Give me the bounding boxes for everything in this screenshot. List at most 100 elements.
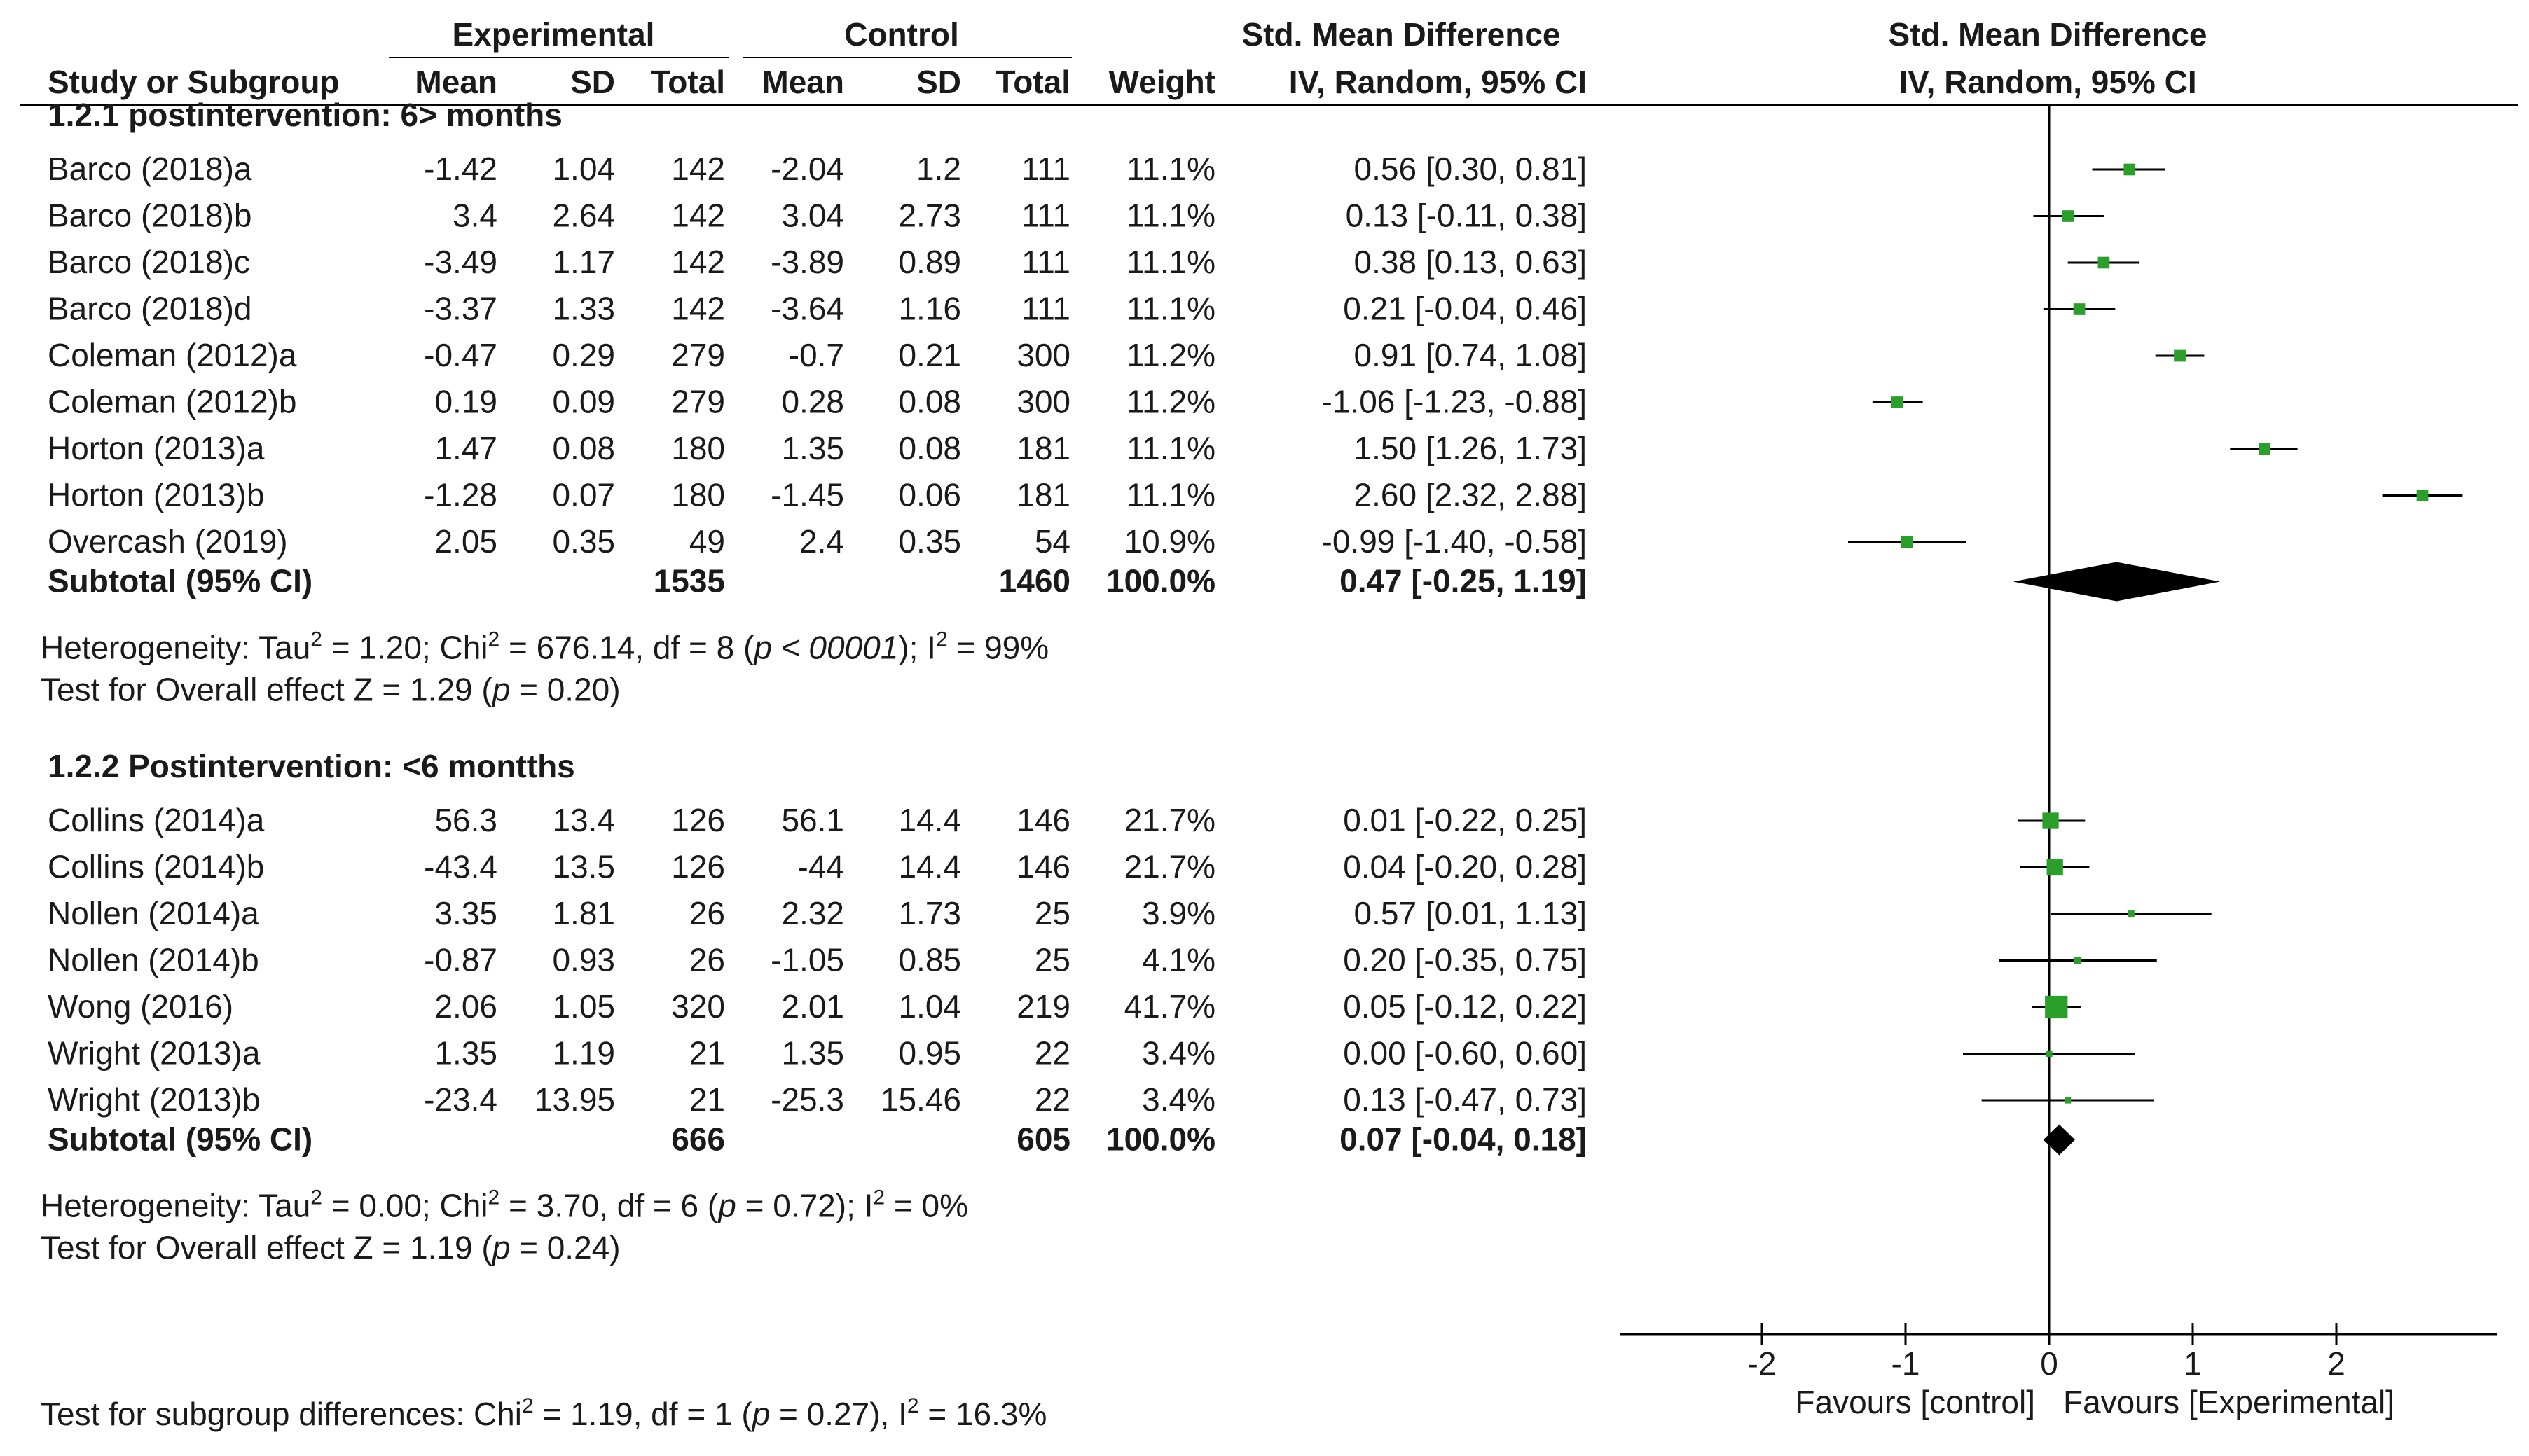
effect-marker <box>2073 303 2086 315</box>
overall-effect-prefix: Test for Overall effect Z = 1.29 ( <box>41 672 492 708</box>
x-axis-tick-label: -2 <box>1748 1345 1777 1382</box>
mean-experimental: 1.47 <box>434 430 497 466</box>
sd-experimental: 13.95 <box>535 1081 615 1118</box>
effect-marker <box>2127 910 2135 917</box>
total-control: 111 <box>1021 151 1070 187</box>
total-experimental: 21 <box>689 1035 725 1072</box>
heterogeneity-part: Heterogeneity: Tau <box>41 630 310 666</box>
subtotal-ci-text: 0.47 [-0.25, 1.19] <box>1339 563 1587 599</box>
total-experimental: 126 <box>671 849 725 885</box>
total-experimental: 142 <box>671 291 725 327</box>
heterogeneity-part: 2 <box>488 1186 500 1209</box>
header-sd-e: SD <box>570 64 615 100</box>
mean-control: 2.4 <box>799 523 844 560</box>
study-ci-text: -1.06 [-1.23, -0.88] <box>1322 384 1587 420</box>
mean-experimental: 1.35 <box>434 1035 497 1072</box>
total-control: 300 <box>1017 384 1070 420</box>
heterogeneity-text: Heterogeneity: Tau2 = 0.00; Chi2 = 3.70,… <box>41 1186 968 1224</box>
total-experimental: 126 <box>671 802 725 838</box>
heterogeneity-part: 2 <box>488 628 500 651</box>
subtotal-total-control: 1460 <box>999 563 1070 599</box>
study-ci-text: 0.13 [-0.47, 0.73] <box>1343 1081 1587 1118</box>
mean-experimental: -43.4 <box>424 849 497 885</box>
mean-control: 2.32 <box>781 895 844 931</box>
header-mean-c: Mean <box>762 64 844 100</box>
study-weight: 11.1% <box>1126 244 1215 280</box>
mean-experimental: 0.19 <box>434 384 497 420</box>
study-name: Wright (2013)b <box>48 1081 260 1118</box>
mean-control: 0.28 <box>781 384 844 420</box>
subgroup-difference-test: Test for subgroup differences: Chi2 = 1.… <box>41 1394 1047 1432</box>
total-experimental: 26 <box>689 895 725 931</box>
sd-experimental: 0.08 <box>552 430 615 466</box>
favours-control-label: Favours [control] <box>1795 1384 2035 1420</box>
total-control: 181 <box>1017 430 1070 466</box>
subtotal-diamond <box>2043 1124 2075 1156</box>
study-weight: 11.2% <box>1126 384 1215 420</box>
header-weight: Weight <box>1109 64 1215 100</box>
mean-experimental: -0.47 <box>424 337 497 373</box>
mean-control: 1.35 <box>781 430 844 466</box>
heterogeneity-part: Heterogeneity: Tau <box>41 1188 310 1224</box>
subtotal-label: Subtotal (95% CI) <box>48 1121 312 1158</box>
total-experimental: 142 <box>671 151 725 187</box>
study-weight: 11.1% <box>1126 477 1215 513</box>
overall-effect-p: p <box>491 1230 511 1266</box>
sd-experimental: 1.81 <box>552 895 615 931</box>
heterogeneity-text: Heterogeneity: Tau2 = 1.20; Chi2 = 676.1… <box>41 628 1049 666</box>
study-weight: 3.4% <box>1142 1035 1215 1072</box>
study-weight: 3.9% <box>1142 895 1215 931</box>
total-control: 181 <box>1017 477 1070 513</box>
effect-marker <box>2416 490 2429 501</box>
subgroup-test-end: = 16.3% <box>919 1396 1047 1432</box>
study-ci-text: 0.57 [0.01, 1.13] <box>1354 895 1587 931</box>
study-ci-text: 0.13 [-0.11, 0.38] <box>1346 197 1587 234</box>
sd-control: 0.08 <box>898 384 961 420</box>
heterogeneity-part: 2 <box>310 628 322 651</box>
total-control: 54 <box>1035 523 1070 560</box>
total-control: 22 <box>1035 1081 1070 1118</box>
study-name: Collins (2014)a <box>48 802 265 838</box>
study-name: Barco (2018)c <box>48 244 250 280</box>
header-study: Study or Subgroup <box>48 64 340 100</box>
header-smd: Std. Mean Difference <box>1242 16 1561 53</box>
sd-experimental: 1.04 <box>552 151 615 187</box>
effect-marker <box>2046 859 2063 876</box>
sd-control: 1.2 <box>916 151 961 187</box>
sd-control: 0.08 <box>898 430 961 466</box>
heterogeneity-part: p < 00001 <box>752 630 898 666</box>
study-ci-text: 1.50 [1.26, 1.73] <box>1354 430 1587 466</box>
sd-control: 0.21 <box>898 337 961 373</box>
study-name: Coleman (2012)b <box>48 384 296 420</box>
total-control: 25 <box>1035 942 1070 978</box>
effect-marker <box>2074 957 2082 964</box>
study-name: Coleman (2012)a <box>48 337 297 373</box>
sd-control: 14.4 <box>898 802 961 838</box>
sd-control: 0.06 <box>898 477 961 513</box>
x-axis-tick-label: 2 <box>2327 1345 2345 1382</box>
subgroup-test-p: p <box>751 1396 771 1432</box>
mean-experimental: 3.4 <box>453 197 497 234</box>
sd-experimental: 0.29 <box>552 337 615 373</box>
sd-control: 2.73 <box>898 197 961 234</box>
study-ci-text: 0.20 [-0.35, 0.75] <box>1343 942 1587 978</box>
effect-marker <box>1901 536 1913 548</box>
study-ci-text: 0.21 [-0.04, 0.46] <box>1343 291 1587 327</box>
subgroup-test-mid2: = 0.27), I <box>770 1396 907 1432</box>
total-experimental: 180 <box>671 430 725 466</box>
sd-experimental: 0.35 <box>552 523 615 560</box>
study-weight: 11.2% <box>1126 337 1215 373</box>
total-experimental: 180 <box>671 477 725 513</box>
heterogeneity-part: p <box>717 1188 736 1224</box>
effect-marker <box>2123 163 2136 176</box>
header-total-c: Total <box>996 64 1070 100</box>
sd-experimental: 0.07 <box>552 477 615 513</box>
mean-control: -44 <box>798 849 844 885</box>
sd-experimental: 0.93 <box>552 942 615 978</box>
heterogeneity-part: = 0% <box>885 1188 968 1224</box>
study-ci-text: 0.01 [-0.22, 0.25] <box>1343 802 1587 838</box>
subtotal-total-experimental: 666 <box>671 1121 725 1158</box>
study-name: Horton (2013)b <box>48 477 264 513</box>
overall-effect-text: Test for Overall effect Z = 1.29 (p = 0.… <box>41 672 621 708</box>
study-name: Barco (2018)a <box>48 151 252 187</box>
